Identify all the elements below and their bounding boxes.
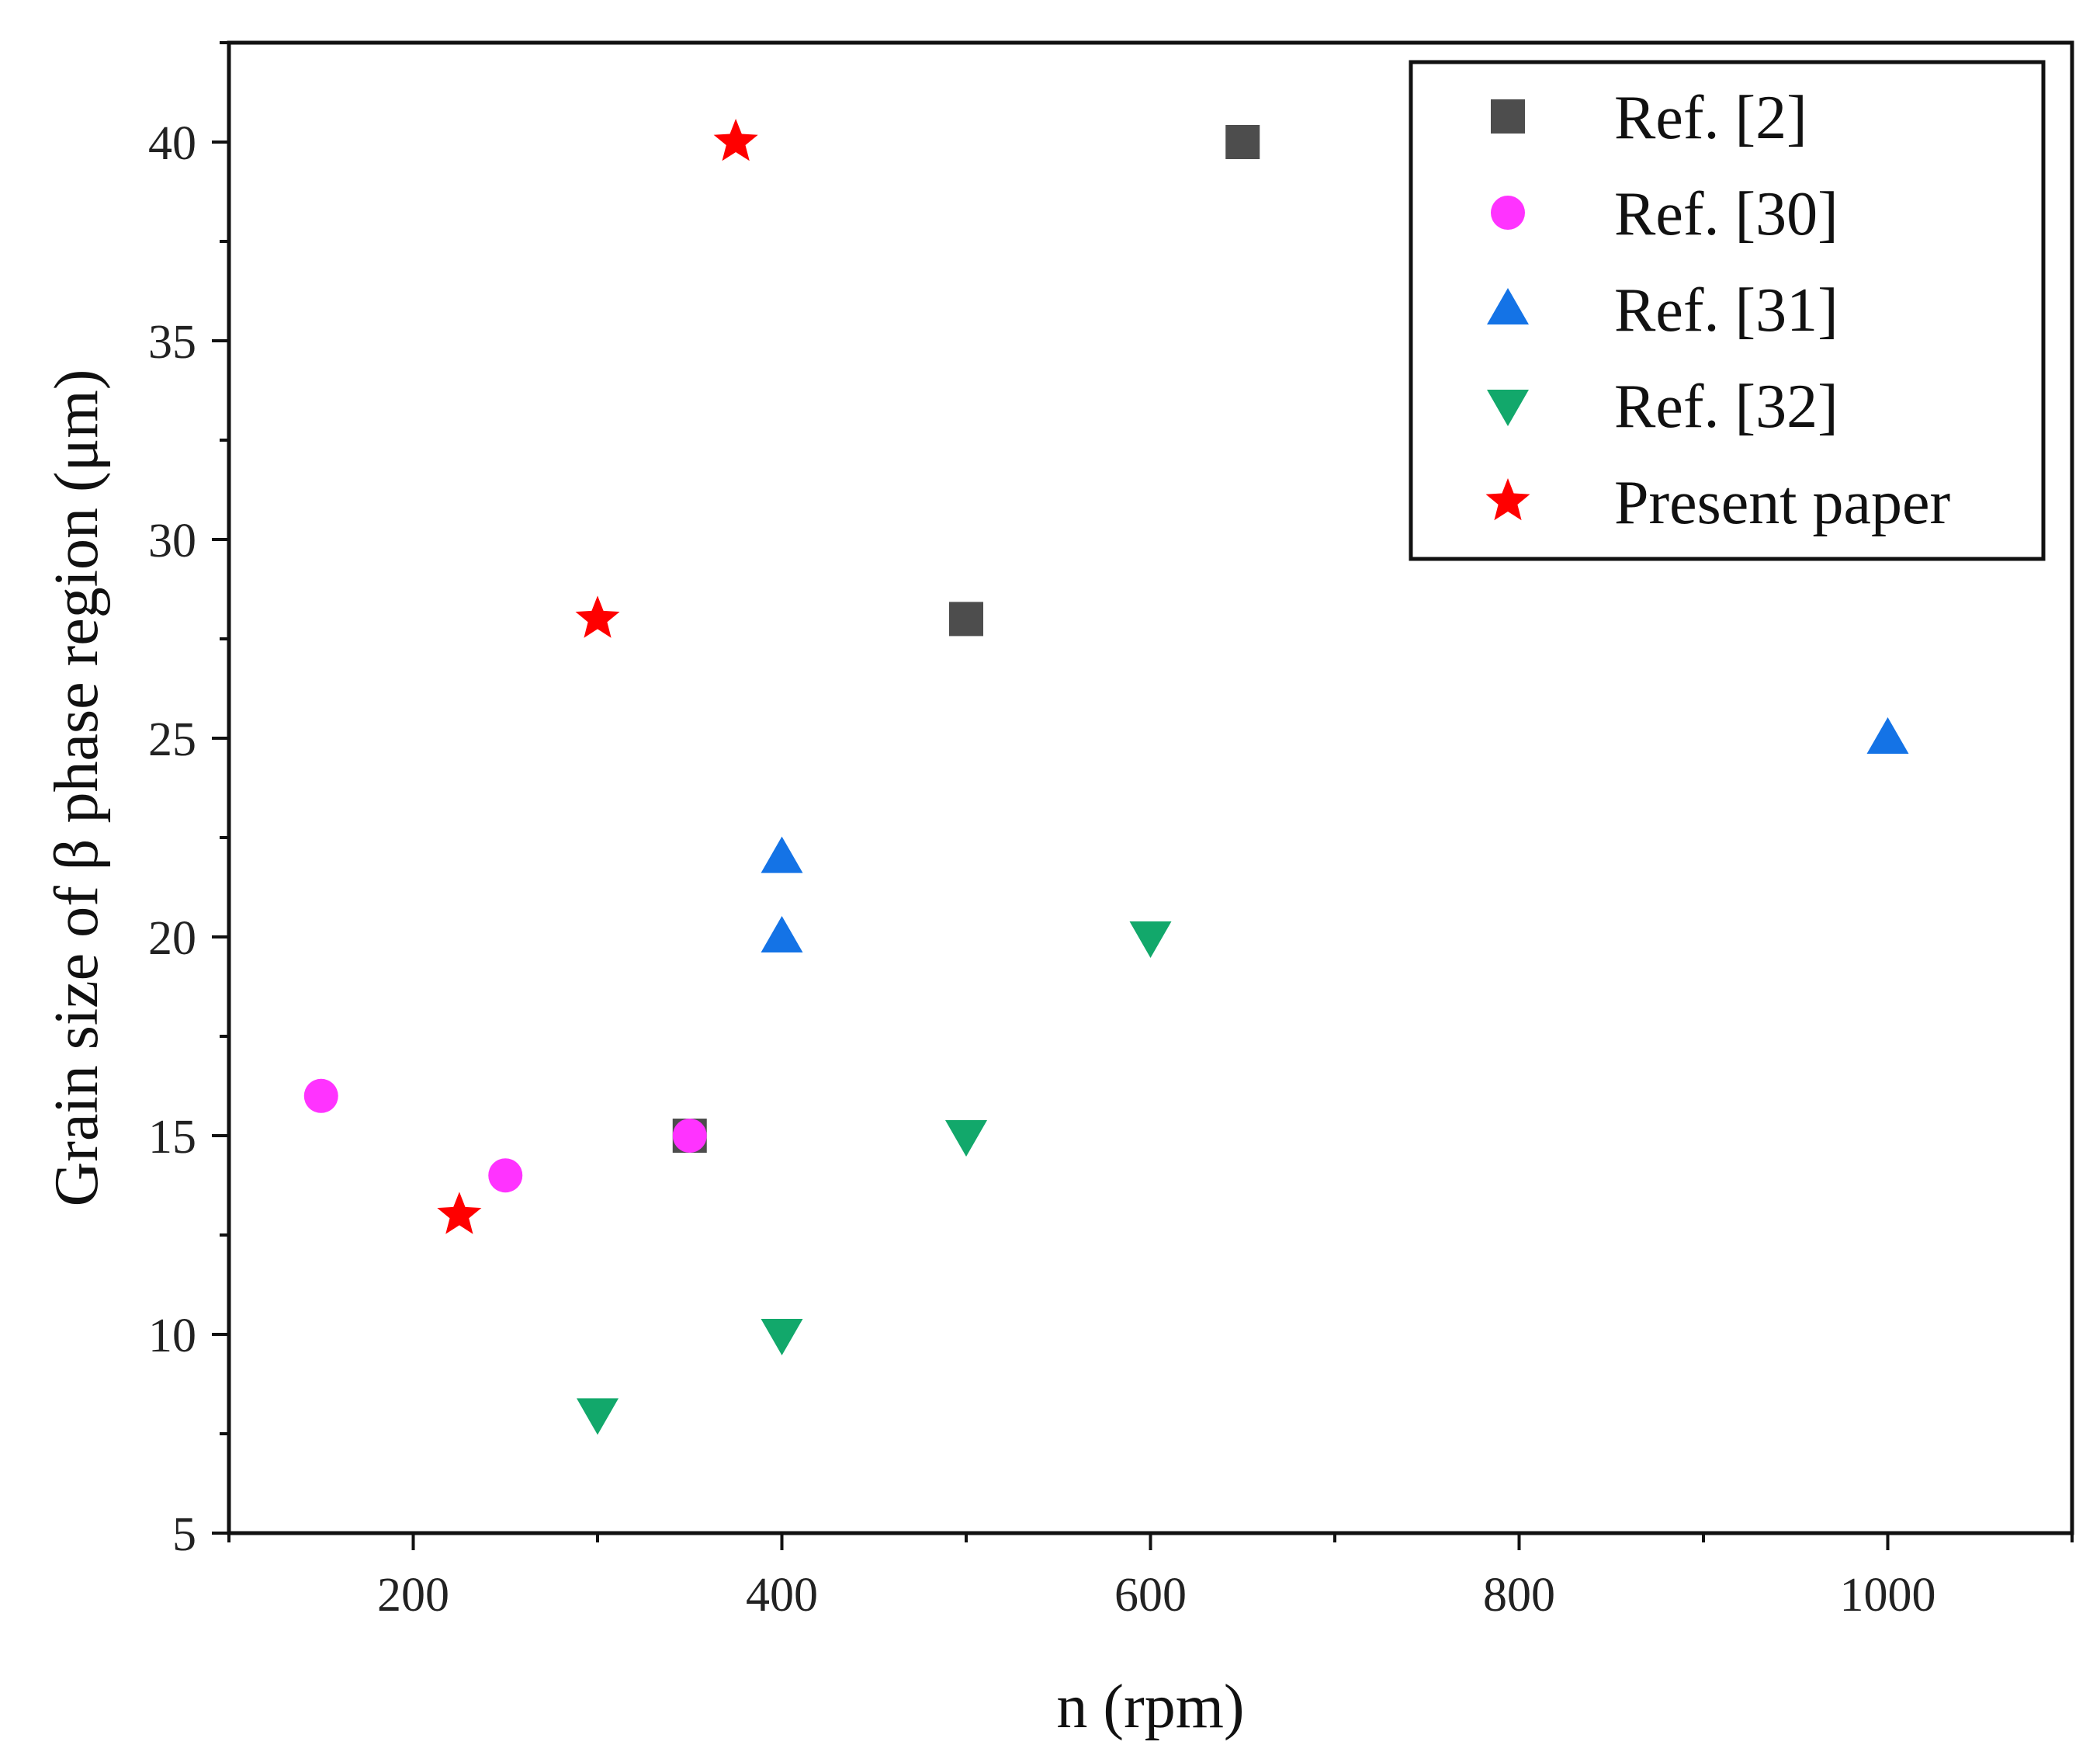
- legend-marker-ref-32: [1487, 390, 1529, 426]
- data-point-ref-32: [1129, 921, 1172, 958]
- y-tick-label: 5: [172, 1508, 196, 1561]
- x-tick-label: 1000: [1840, 1569, 1936, 1622]
- data-point-ref-32: [945, 1120, 987, 1157]
- y-tick-label: 35: [148, 316, 196, 369]
- y-tick-label: 40: [148, 117, 196, 170]
- legend-marker-present-paper: [1485, 478, 1530, 521]
- data-point-ref-2: [949, 602, 983, 637]
- y-axis-title: Grain size of β phase region (μm): [43, 369, 111, 1207]
- data-markers: [303, 119, 1909, 1435]
- y-tick-label: 25: [148, 713, 196, 766]
- legend: Ref. [2] Ref. [30] Ref. [31] Ref. [32] Prese…: [1409, 60, 2046, 561]
- legend-marker-ref-2: [1491, 99, 1525, 134]
- y-tick-label: 30: [148, 515, 196, 567]
- data-point-ref-30: [488, 1158, 523, 1193]
- x-axis-title: n (rpm): [1056, 1673, 1244, 1741]
- data-point-ref-30: [303, 1078, 338, 1113]
- data-point-ref-31: [1866, 717, 1909, 754]
- data-point-present-paper: [713, 119, 758, 161]
- data-point-present-paper: [575, 595, 620, 638]
- data-point-ref-31: [761, 836, 803, 873]
- data-point-ref-32: [577, 1398, 619, 1435]
- y-tick-label: 10: [148, 1310, 196, 1362]
- legend-label: Ref. [2]: [1614, 84, 1807, 152]
- legend-label: Ref. [31]: [1614, 276, 1838, 345]
- x-tick-label: 600: [1114, 1569, 1187, 1622]
- y-tick-label: 15: [148, 1111, 196, 1164]
- legend-marker-ref-31: [1487, 288, 1529, 324]
- legend-label: Ref. [32]: [1614, 373, 1838, 441]
- data-point-ref-30: [672, 1119, 707, 1153]
- legend-label: Present paper: [1614, 469, 1950, 537]
- x-tick-label: 800: [1483, 1569, 1555, 1622]
- axes: 200 400 600 800 1000 5 10 15 20 25 30 35 40: [148, 41, 2074, 1622]
- legend-label: Ref. [30]: [1614, 180, 1838, 248]
- x-tick-label: 400: [746, 1569, 818, 1622]
- data-point-present-paper: [437, 1192, 482, 1234]
- x-tick-label: 200: [377, 1569, 449, 1622]
- data-point-ref-31: [761, 916, 803, 952]
- legend-marker-ref-30: [1491, 196, 1525, 230]
- data-point-ref-32: [761, 1319, 803, 1355]
- data-point-ref-2: [1225, 125, 1260, 159]
- y-tick-label: 20: [148, 912, 196, 965]
